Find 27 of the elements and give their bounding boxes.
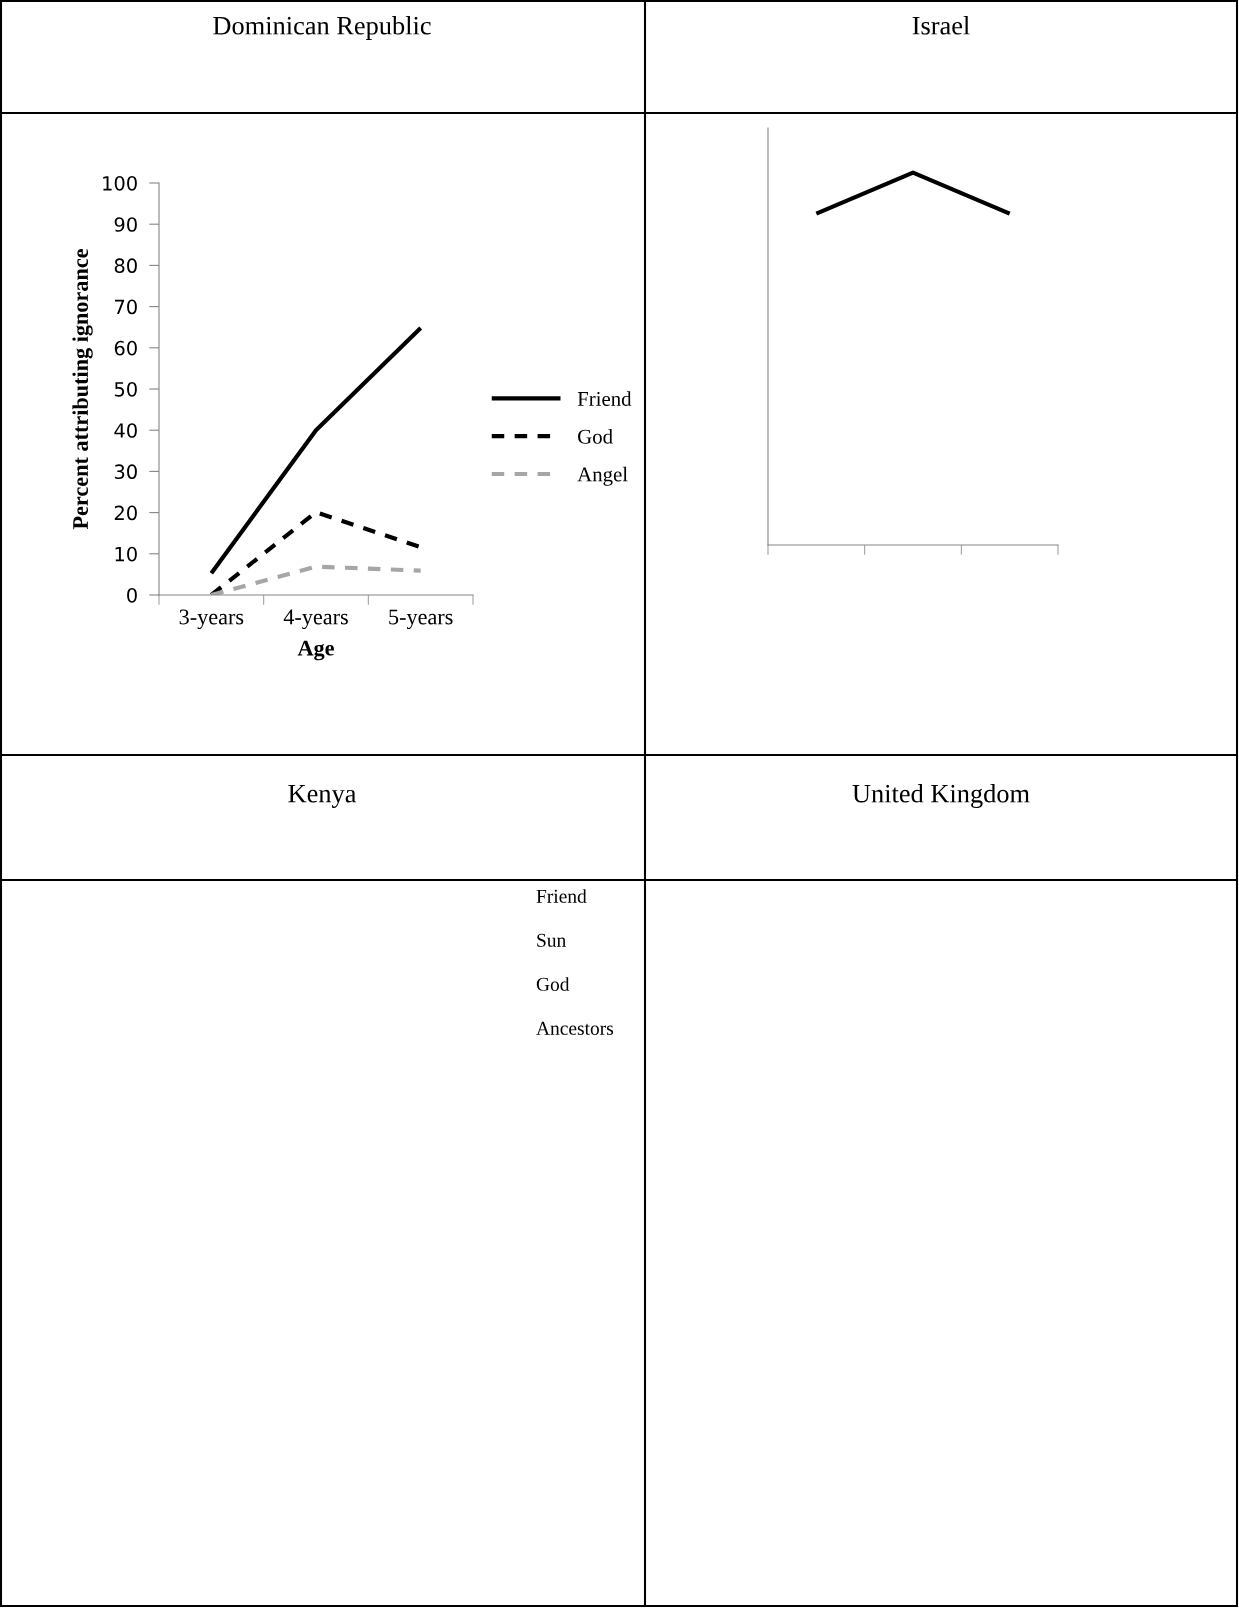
text: Sun (537, 933, 566, 947)
x-axis-title: Age (297, 640, 334, 661)
x-tick-label: 5-years (389, 609, 453, 630)
y-tick-label: 70 (115, 299, 137, 315)
y-tick-label: 30 (114, 464, 137, 480)
y-tick-label: 40 (114, 423, 137, 438)
x-tick-label: 3-years (179, 609, 244, 630)
y-axis-title: Percent attributing ignorance (72, 249, 93, 530)
chart-title: Dominican Republic (213, 16, 431, 40)
legend-label: Friend (577, 391, 632, 406)
text: God (536, 977, 570, 991)
y-tick-label: 60 (114, 340, 137, 356)
chart-title: Israel (912, 16, 970, 35)
text: Friend (536, 889, 587, 903)
legend-label: God (578, 429, 613, 444)
y-tick-label: 10 (115, 546, 137, 562)
legend-label: Angel (577, 466, 628, 486)
y-tick-label: 100 (103, 175, 137, 191)
text: Ancestors (536, 1021, 614, 1035)
text: United Kingdom (852, 784, 1030, 808)
y-tick-label: 0 (127, 587, 137, 603)
y-tick-label: 20 (114, 505, 137, 521)
text: Kenya (288, 784, 357, 808)
x-tick-label: 4-years (283, 609, 348, 630)
y-tick-label: 80 (114, 258, 137, 274)
y-tick-label: 90 (114, 217, 137, 232)
y-tick-label: 50 (114, 381, 137, 397)
